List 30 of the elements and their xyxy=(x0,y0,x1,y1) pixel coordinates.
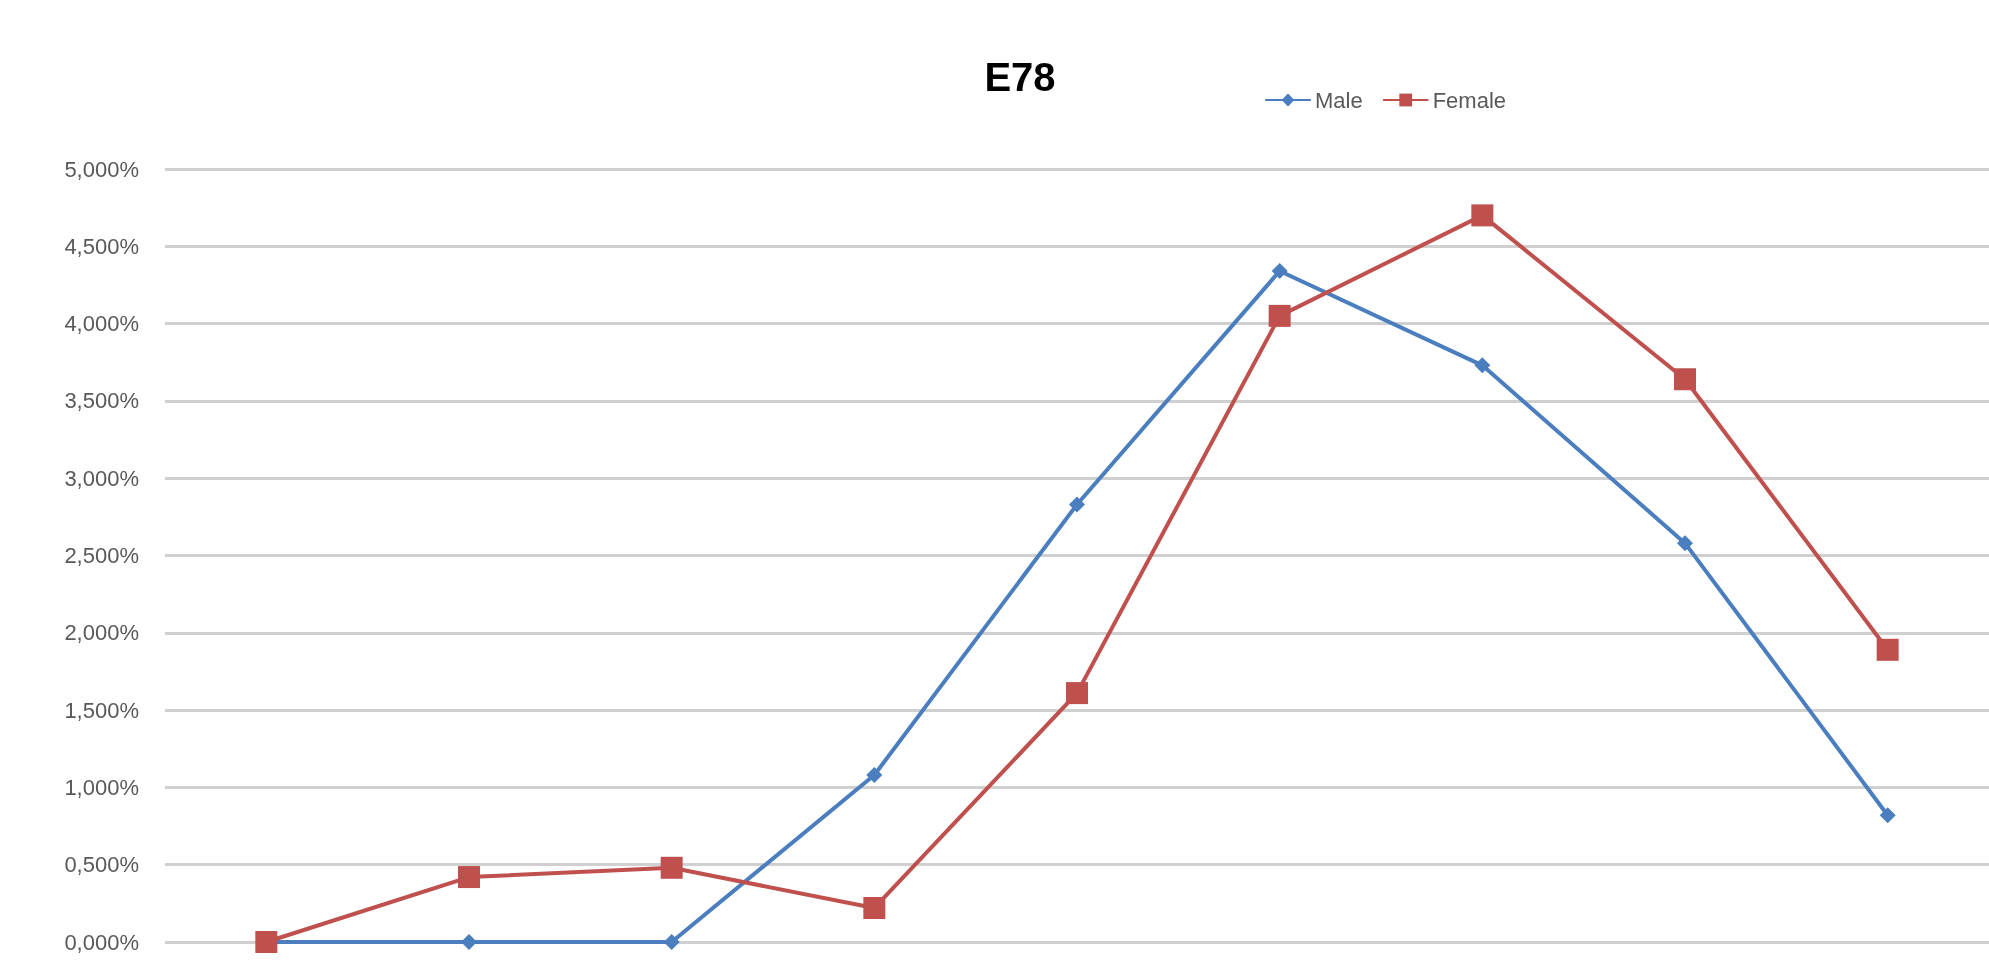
y-tick-label: 0,500% xyxy=(64,852,139,878)
y-tick-label: 2,000% xyxy=(64,620,139,646)
point xyxy=(660,856,683,879)
y-tick-label: 0,000% xyxy=(64,929,139,955)
point xyxy=(1879,807,1896,824)
point xyxy=(1471,204,1494,227)
y-tick-label: 1,500% xyxy=(64,697,139,723)
y-tick-label: 4,500% xyxy=(64,233,139,259)
y-tick-label: 2,500% xyxy=(64,543,139,568)
point xyxy=(1069,496,1085,513)
y-tick-label: 3,000% xyxy=(64,465,139,491)
chart-title: E78 xyxy=(984,55,1056,99)
point xyxy=(1474,357,1491,374)
point xyxy=(1677,535,1693,552)
legend-label: Female xyxy=(1432,87,1507,113)
point xyxy=(663,934,680,950)
point xyxy=(461,934,477,950)
point xyxy=(1268,304,1291,327)
point xyxy=(1271,263,1288,280)
point xyxy=(458,866,480,889)
point xyxy=(866,767,883,784)
point xyxy=(1674,368,1696,391)
point xyxy=(1066,682,1088,705)
y-tick-label: 3,500% xyxy=(64,388,139,414)
legend-label: Male xyxy=(1315,87,1363,113)
point xyxy=(863,896,886,919)
point xyxy=(1876,638,1899,661)
y-tick-label: 1,000% xyxy=(64,774,139,800)
y-tick-label: 4,000% xyxy=(64,311,139,337)
y-tick-label: 5,000% xyxy=(64,156,139,182)
